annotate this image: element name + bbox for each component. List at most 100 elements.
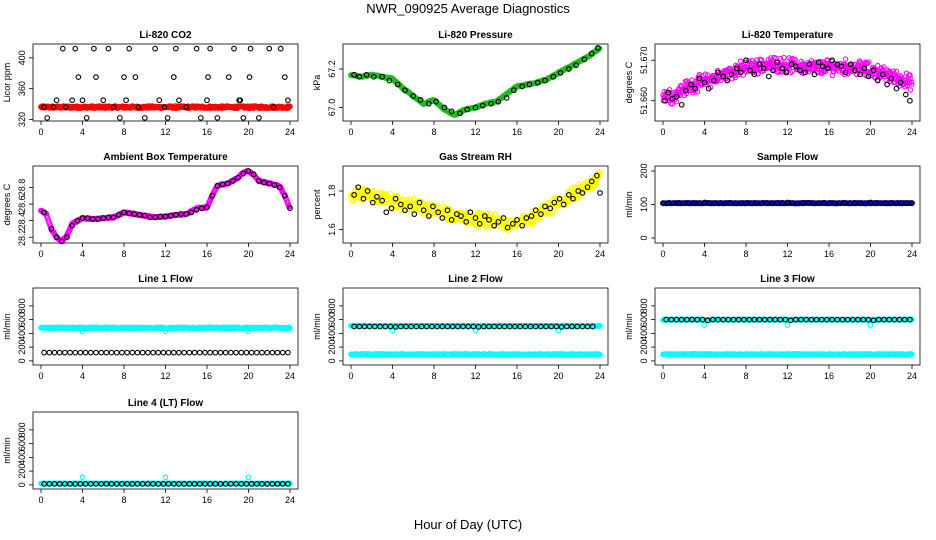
- line3-xtick-label: 24: [907, 371, 917, 381]
- pressure-series-2-point: [519, 83, 526, 90]
- sampleflow-ytick-label: 0: [639, 235, 649, 240]
- pressure-series-2-point: [534, 79, 541, 86]
- line1-series-3-point: [165, 349, 172, 356]
- ambient-series-2-point: [266, 180, 273, 187]
- temperature-series-2-point: [897, 79, 904, 86]
- sampleflow-ytick-label: 200: [639, 164, 649, 179]
- temperature-series-2-point: [847, 61, 854, 68]
- co2-series-2-point: [277, 45, 284, 52]
- temperature-series-2-point: [682, 87, 689, 94]
- line2-title: Line 2 Flow: [448, 274, 503, 285]
- line1-xtick-label: 4: [80, 371, 85, 381]
- ambient-series-2-point: [178, 211, 184, 217]
- pressure-series-2-point: [351, 71, 357, 78]
- line1-xtick-label: 20: [243, 371, 253, 381]
- line1-series-3-point: [103, 349, 110, 356]
- line1-xtick-label: 24: [285, 371, 295, 381]
- pressure-series-2-point: [503, 95, 510, 101]
- temperature-ytick-label: 51.660: [639, 87, 649, 115]
- co2-xtick-label: 4: [80, 127, 85, 137]
- co2-series-2-point: [135, 104, 142, 110]
- temperature-series-2-point: [815, 59, 822, 66]
- pressure-series-2-point: [410, 93, 417, 99]
- temperature-series-1-point: [909, 81, 915, 87]
- line1-series-3-point: [202, 349, 208, 356]
- line1-series-3-point: [269, 349, 276, 356]
- sampleflow-xtick-label: 20: [865, 249, 875, 259]
- co2-series-2-point: [44, 115, 51, 121]
- line1-series-3-point: [98, 349, 105, 356]
- line1-series-3-point: [62, 349, 68, 356]
- co2-series-2-point: [53, 97, 60, 104]
- ambient-series-2-point: [188, 209, 195, 216]
- temperature-series-2-point: [819, 63, 826, 70]
- co2-series-2-point: [237, 97, 244, 104]
- temperature-series-2-point: [715, 69, 721, 76]
- ambient-series-2-point: [64, 234, 70, 241]
- line3-xtick-label: 20: [865, 371, 875, 381]
- ambient-series-2-point: [219, 181, 226, 188]
- line1-ytick-label: 0: [17, 358, 27, 363]
- line1-series-3-point: [108, 349, 115, 356]
- line1-series-3-point: [248, 349, 255, 356]
- ambient-series-2-point: [261, 179, 267, 186]
- line2-xtick-label: 20: [553, 371, 563, 381]
- rh-xtick-label: 20: [553, 249, 563, 259]
- pressure-title: Li-820 Pressure: [438, 30, 513, 41]
- pressure-series-2-point: [495, 98, 502, 105]
- pressure-series-2-point: [448, 108, 455, 115]
- ambient-series-2-point: [271, 182, 278, 188]
- ambient-series-2-point: [198, 205, 205, 212]
- line1-series-3-point: [82, 349, 89, 356]
- co2-ytick-label: 360: [17, 81, 27, 96]
- co2-series-2-point: [93, 74, 99, 80]
- co2-series-2-point: [164, 115, 171, 121]
- ambient-series-2-point: [281, 192, 288, 199]
- temperature-xtick-label: 12: [782, 127, 792, 137]
- line1-series-3-point: [46, 349, 53, 356]
- co2-series-2-point: [91, 45, 97, 52]
- co2-series-2-point: [100, 97, 107, 104]
- temperature-xtick-label: 0: [660, 127, 665, 137]
- line2-xtick-label: 16: [512, 371, 522, 381]
- co2-series-2-point: [270, 104, 277, 110]
- ambient-series-2-point: [167, 212, 174, 219]
- co2-ylabel: Licor ppm: [2, 63, 12, 103]
- rh-series-1-point: [407, 196, 414, 203]
- rh-title: Gas Stream RH: [439, 152, 512, 163]
- line2-xtick-label: 4: [390, 371, 395, 381]
- co2-series-2-point: [231, 45, 237, 52]
- pressure-xtick-label: 0: [348, 127, 353, 137]
- co2-xtick-label: 24: [285, 127, 295, 137]
- ambient-series-2-point: [230, 178, 236, 184]
- ambient-ylabel: degrees C: [2, 183, 12, 225]
- co2-series-2-point: [204, 97, 210, 104]
- ambient-series-2-point: [245, 168, 252, 174]
- co2-series-2-point: [240, 115, 247, 121]
- ambient-xtick-label: 20: [243, 249, 253, 259]
- co2-series-2-point: [69, 97, 75, 104]
- pressure-series-2-point: [542, 77, 548, 84]
- ambient-series-2-point: [193, 207, 200, 213]
- temperature-xtick-label: 16: [824, 127, 834, 137]
- temperature-series-2-point: [737, 69, 744, 76]
- rh-ylabel: percent: [312, 189, 322, 220]
- temperature-series-1-point: [666, 87, 673, 93]
- ambient-series-2-point: [121, 209, 127, 216]
- pressure-series-2-point: [363, 71, 370, 78]
- ambient-series-2-point: [162, 213, 169, 220]
- rh-series-2-point: [597, 190, 603, 196]
- co2-series-2-point: [50, 104, 57, 110]
- temperature-series-2-point: [701, 79, 708, 86]
- temperature-series-2-point: [792, 63, 799, 70]
- temperature-series-1-point: [908, 75, 914, 82]
- line1-series-3-point: [113, 349, 120, 356]
- line1-series-3-point: [176, 349, 182, 356]
- co2-series-2-point: [126, 45, 133, 52]
- co2-series-2-point: [246, 74, 253, 80]
- line1-series-3-point: [285, 349, 291, 356]
- line1-series-3-point: [150, 349, 156, 356]
- ambient-title: Ambient Box Temperature: [103, 152, 228, 163]
- temperature-xtick-label: 4: [702, 127, 707, 137]
- ambient-series-2-point: [100, 215, 107, 222]
